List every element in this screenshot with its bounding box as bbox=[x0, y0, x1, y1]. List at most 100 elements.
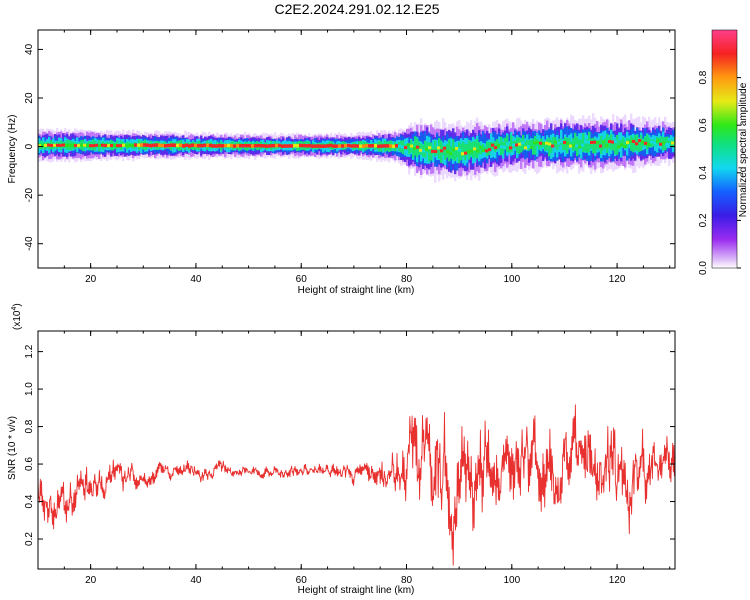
spectrogram-core-cell bbox=[464, 151, 468, 155]
spectrogram-cell bbox=[454, 146, 457, 161]
spectrogram-core-cell bbox=[203, 143, 207, 148]
spectrogram-cell bbox=[520, 139, 523, 153]
snr-y-tick-label: 1.0 bbox=[24, 382, 35, 396]
spectrogram-core-cell bbox=[635, 142, 639, 146]
spectrogram-core-cell bbox=[668, 137, 672, 141]
spectrogram-core-cell bbox=[275, 143, 279, 148]
snr-x-tick-label: 60 bbox=[296, 575, 308, 586]
spectrogram-core-cell bbox=[674, 137, 675, 141]
spectrogram-y-tick-label: -20 bbox=[24, 187, 35, 202]
spectrogram-cell bbox=[578, 139, 581, 146]
spectrogram-core-cell bbox=[128, 144, 132, 148]
colorbar-label: Normalized spectral amplitude bbox=[738, 82, 749, 217]
spectrogram-core-cell bbox=[521, 141, 525, 145]
spectrogram-core-cell bbox=[239, 143, 243, 148]
spectrogram-core-cell bbox=[323, 144, 327, 148]
spectrogram-core-cell bbox=[200, 143, 204, 148]
spectrogram-core-cell bbox=[167, 143, 171, 148]
spectrogram-cell bbox=[458, 141, 461, 164]
spectrogram-core-cell bbox=[146, 143, 150, 147]
spectrogram-core-cell bbox=[575, 144, 579, 148]
snr-ylabel: SNR (10 * v/v) bbox=[7, 416, 18, 480]
spectrogram-core-cell bbox=[617, 145, 621, 149]
spectrogram-core-cell bbox=[434, 149, 438, 153]
spectrogram-core-cell bbox=[641, 140, 645, 144]
spectrogram-cell bbox=[468, 140, 471, 160]
spectrogram-core-cell bbox=[524, 146, 528, 150]
spectrogram-core-cell bbox=[566, 141, 570, 145]
spectrogram-cell bbox=[604, 138, 607, 149]
spectrogram-core-cell bbox=[443, 146, 447, 150]
spectrogram-core-cell bbox=[398, 144, 402, 148]
snr-x-axis: 20 40 60 80 100 120 bbox=[37, 331, 671, 586]
spectrogram-cell bbox=[612, 141, 615, 151]
spectrogram-core-cell bbox=[272, 143, 276, 148]
snr-x-tick-label: 20 bbox=[85, 575, 97, 586]
spectrogram-core-cell bbox=[269, 144, 273, 148]
spectrogram-core-cell bbox=[527, 145, 531, 149]
spectrogram-core-cell bbox=[197, 143, 201, 148]
spectrogram-core-cell bbox=[326, 144, 330, 148]
spectrogram-cell bbox=[624, 141, 627, 149]
spectrogram-core-cell bbox=[41, 144, 45, 148]
spectrogram-core-cell bbox=[335, 144, 339, 148]
spectrogram-core-cell bbox=[380, 144, 384, 148]
colorbar-tick-label: 0.6 bbox=[698, 118, 709, 132]
spectrogram-core-cell bbox=[206, 143, 210, 148]
spectrogram-core-cell bbox=[605, 144, 609, 148]
spectrogram-cell bbox=[546, 139, 549, 151]
spectrogram-core-cell bbox=[290, 144, 294, 148]
spectrogram-core-cell bbox=[548, 142, 552, 146]
spectrogram-core-cell bbox=[629, 139, 633, 143]
spectrogram-core-cell bbox=[455, 147, 459, 151]
spectrogram-core-cell bbox=[311, 144, 315, 148]
spectrogram-core-cell bbox=[122, 143, 126, 147]
spectrogram-cell bbox=[632, 138, 635, 153]
colorbar-tick-label: 0.0 bbox=[698, 261, 709, 275]
spectrogram-core-cell bbox=[602, 140, 606, 144]
spectrogram-core-cell bbox=[671, 141, 675, 145]
spectrogram-cell bbox=[562, 139, 565, 150]
spectrogram-cell bbox=[648, 137, 651, 148]
spectrogram-core-cell bbox=[224, 143, 228, 148]
snr-x-tick-label: 100 bbox=[503, 575, 520, 586]
snr-scale-prefix: (x10 bbox=[12, 310, 23, 330]
spectrogram-core-cell bbox=[176, 143, 180, 148]
spectrogram-core-cell bbox=[452, 148, 456, 152]
colorbar-gradient bbox=[711, 29, 738, 269]
spectrogram-core-cell bbox=[659, 142, 663, 146]
spectrogram-core-cell bbox=[383, 144, 387, 148]
spectrogram-core-cell bbox=[191, 143, 195, 147]
spectrogram-core-cell bbox=[296, 144, 300, 148]
spectrogram-cell bbox=[644, 136, 647, 147]
spectrogram-core-cell bbox=[344, 143, 348, 148]
spectrogram-x-tick-label: 20 bbox=[85, 274, 97, 285]
spectrogram-core-cell bbox=[281, 144, 285, 148]
spectrogram-core-cell bbox=[392, 144, 396, 149]
snr-scale-exponent: 4 bbox=[11, 307, 18, 311]
spectrogram-core-cell bbox=[518, 142, 522, 146]
spectrogram-core-cell bbox=[491, 143, 495, 147]
spectrogram-cell bbox=[510, 134, 513, 153]
spectrogram-core-cell bbox=[284, 144, 288, 148]
spectrogram-core-cell bbox=[578, 145, 582, 149]
snr-y-axis: 0.2 0.4 0.6 0.8 1.0 1.2 bbox=[24, 344, 675, 546]
spectrogram-cell bbox=[596, 142, 599, 150]
spectrogram-core-cell bbox=[125, 144, 129, 148]
spectrogram-core-cell bbox=[554, 140, 558, 144]
spectrogram-cell bbox=[462, 141, 465, 157]
spectrogram-core-cell bbox=[368, 144, 372, 148]
spectrogram-core-cell bbox=[77, 144, 81, 148]
spectrogram-core-cell bbox=[80, 143, 84, 147]
spectrogram-core-cell bbox=[218, 143, 222, 148]
spectrogram-core-cell bbox=[131, 143, 135, 147]
spectrogram-core-cell bbox=[134, 143, 138, 147]
spectrogram-core-cell bbox=[110, 143, 114, 147]
spectrogram-core-cell bbox=[581, 143, 585, 147]
spectrogram-core-cell bbox=[593, 140, 597, 144]
spectrogram-core-cell bbox=[458, 148, 462, 152]
spectrogram-x-tick-label: 80 bbox=[401, 274, 413, 285]
spectrogram-x-tick-label: 60 bbox=[296, 274, 308, 285]
spectrogram-core-cell bbox=[182, 144, 186, 148]
spectrogram-core-cell bbox=[248, 144, 252, 148]
